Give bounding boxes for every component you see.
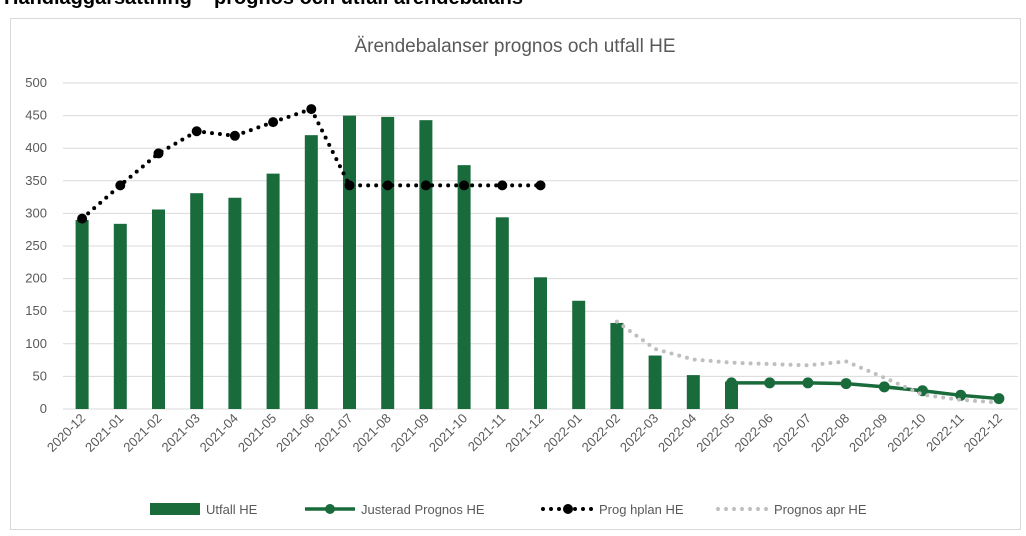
bar	[75, 219, 89, 409]
line-marker	[764, 377, 776, 389]
bar	[304, 135, 318, 409]
bar	[610, 322, 624, 409]
line-marker	[420, 180, 431, 191]
legend-marker	[563, 504, 573, 514]
bar	[152, 209, 165, 409]
bar	[228, 197, 242, 409]
line-marker	[306, 104, 317, 115]
line-marker	[115, 180, 126, 191]
y-tick-label: 500	[25, 75, 47, 90]
line-marker	[497, 180, 508, 191]
line-marker	[878, 381, 890, 393]
y-tick-label: 350	[25, 173, 47, 188]
bar	[419, 120, 433, 409]
line-marker	[229, 130, 240, 141]
line-marker	[459, 180, 470, 191]
bar	[686, 375, 700, 409]
bar	[457, 165, 471, 409]
line-marker	[153, 148, 164, 159]
bar	[190, 193, 204, 409]
y-tick-label: 50	[33, 368, 47, 383]
y-tick-label: 450	[25, 108, 47, 123]
legend-label: Justerad Prognos HE	[361, 502, 485, 517]
chart-title: Ärendebalanser prognos och utfall HE	[354, 36, 675, 57]
y-tick-label: 200	[25, 271, 47, 286]
y-tick-label: 250	[25, 238, 47, 253]
line-marker	[726, 377, 737, 389]
line-marker	[268, 117, 279, 128]
header-title: Handläggarsättning – prognos och utfall …	[4, 0, 523, 9]
line	[614, 319, 1001, 405]
y-tick-label: 300	[25, 205, 47, 220]
legend-label: Utfall HE	[206, 502, 258, 517]
line-marker	[191, 126, 202, 137]
line-marker	[993, 393, 1005, 405]
y-tick-label: 150	[25, 303, 47, 318]
bar	[343, 115, 356, 409]
bar	[113, 223, 127, 409]
bar	[572, 300, 586, 409]
bar	[266, 173, 280, 409]
y-tick-label: 400	[25, 140, 47, 155]
bar	[495, 217, 509, 409]
y-tick-label: 100	[25, 336, 47, 351]
line-marker	[535, 180, 546, 191]
bar	[381, 116, 395, 410]
line-marker	[77, 213, 88, 224]
y-tick-label: 0	[40, 401, 47, 416]
bar	[534, 277, 547, 409]
legend-label: Prognos apr HE	[774, 502, 867, 517]
line-marker	[840, 378, 852, 390]
line	[731, 381, 1000, 401]
bar	[648, 355, 662, 409]
legend-label: Prog hplan HE	[599, 502, 684, 517]
line-marker	[382, 180, 393, 191]
legend-swatch	[150, 503, 200, 515]
bar	[725, 381, 738, 409]
line-marker	[802, 377, 814, 389]
legend-marker	[325, 504, 335, 514]
chart-frame	[10, 18, 1021, 530]
line-marker	[344, 180, 355, 191]
